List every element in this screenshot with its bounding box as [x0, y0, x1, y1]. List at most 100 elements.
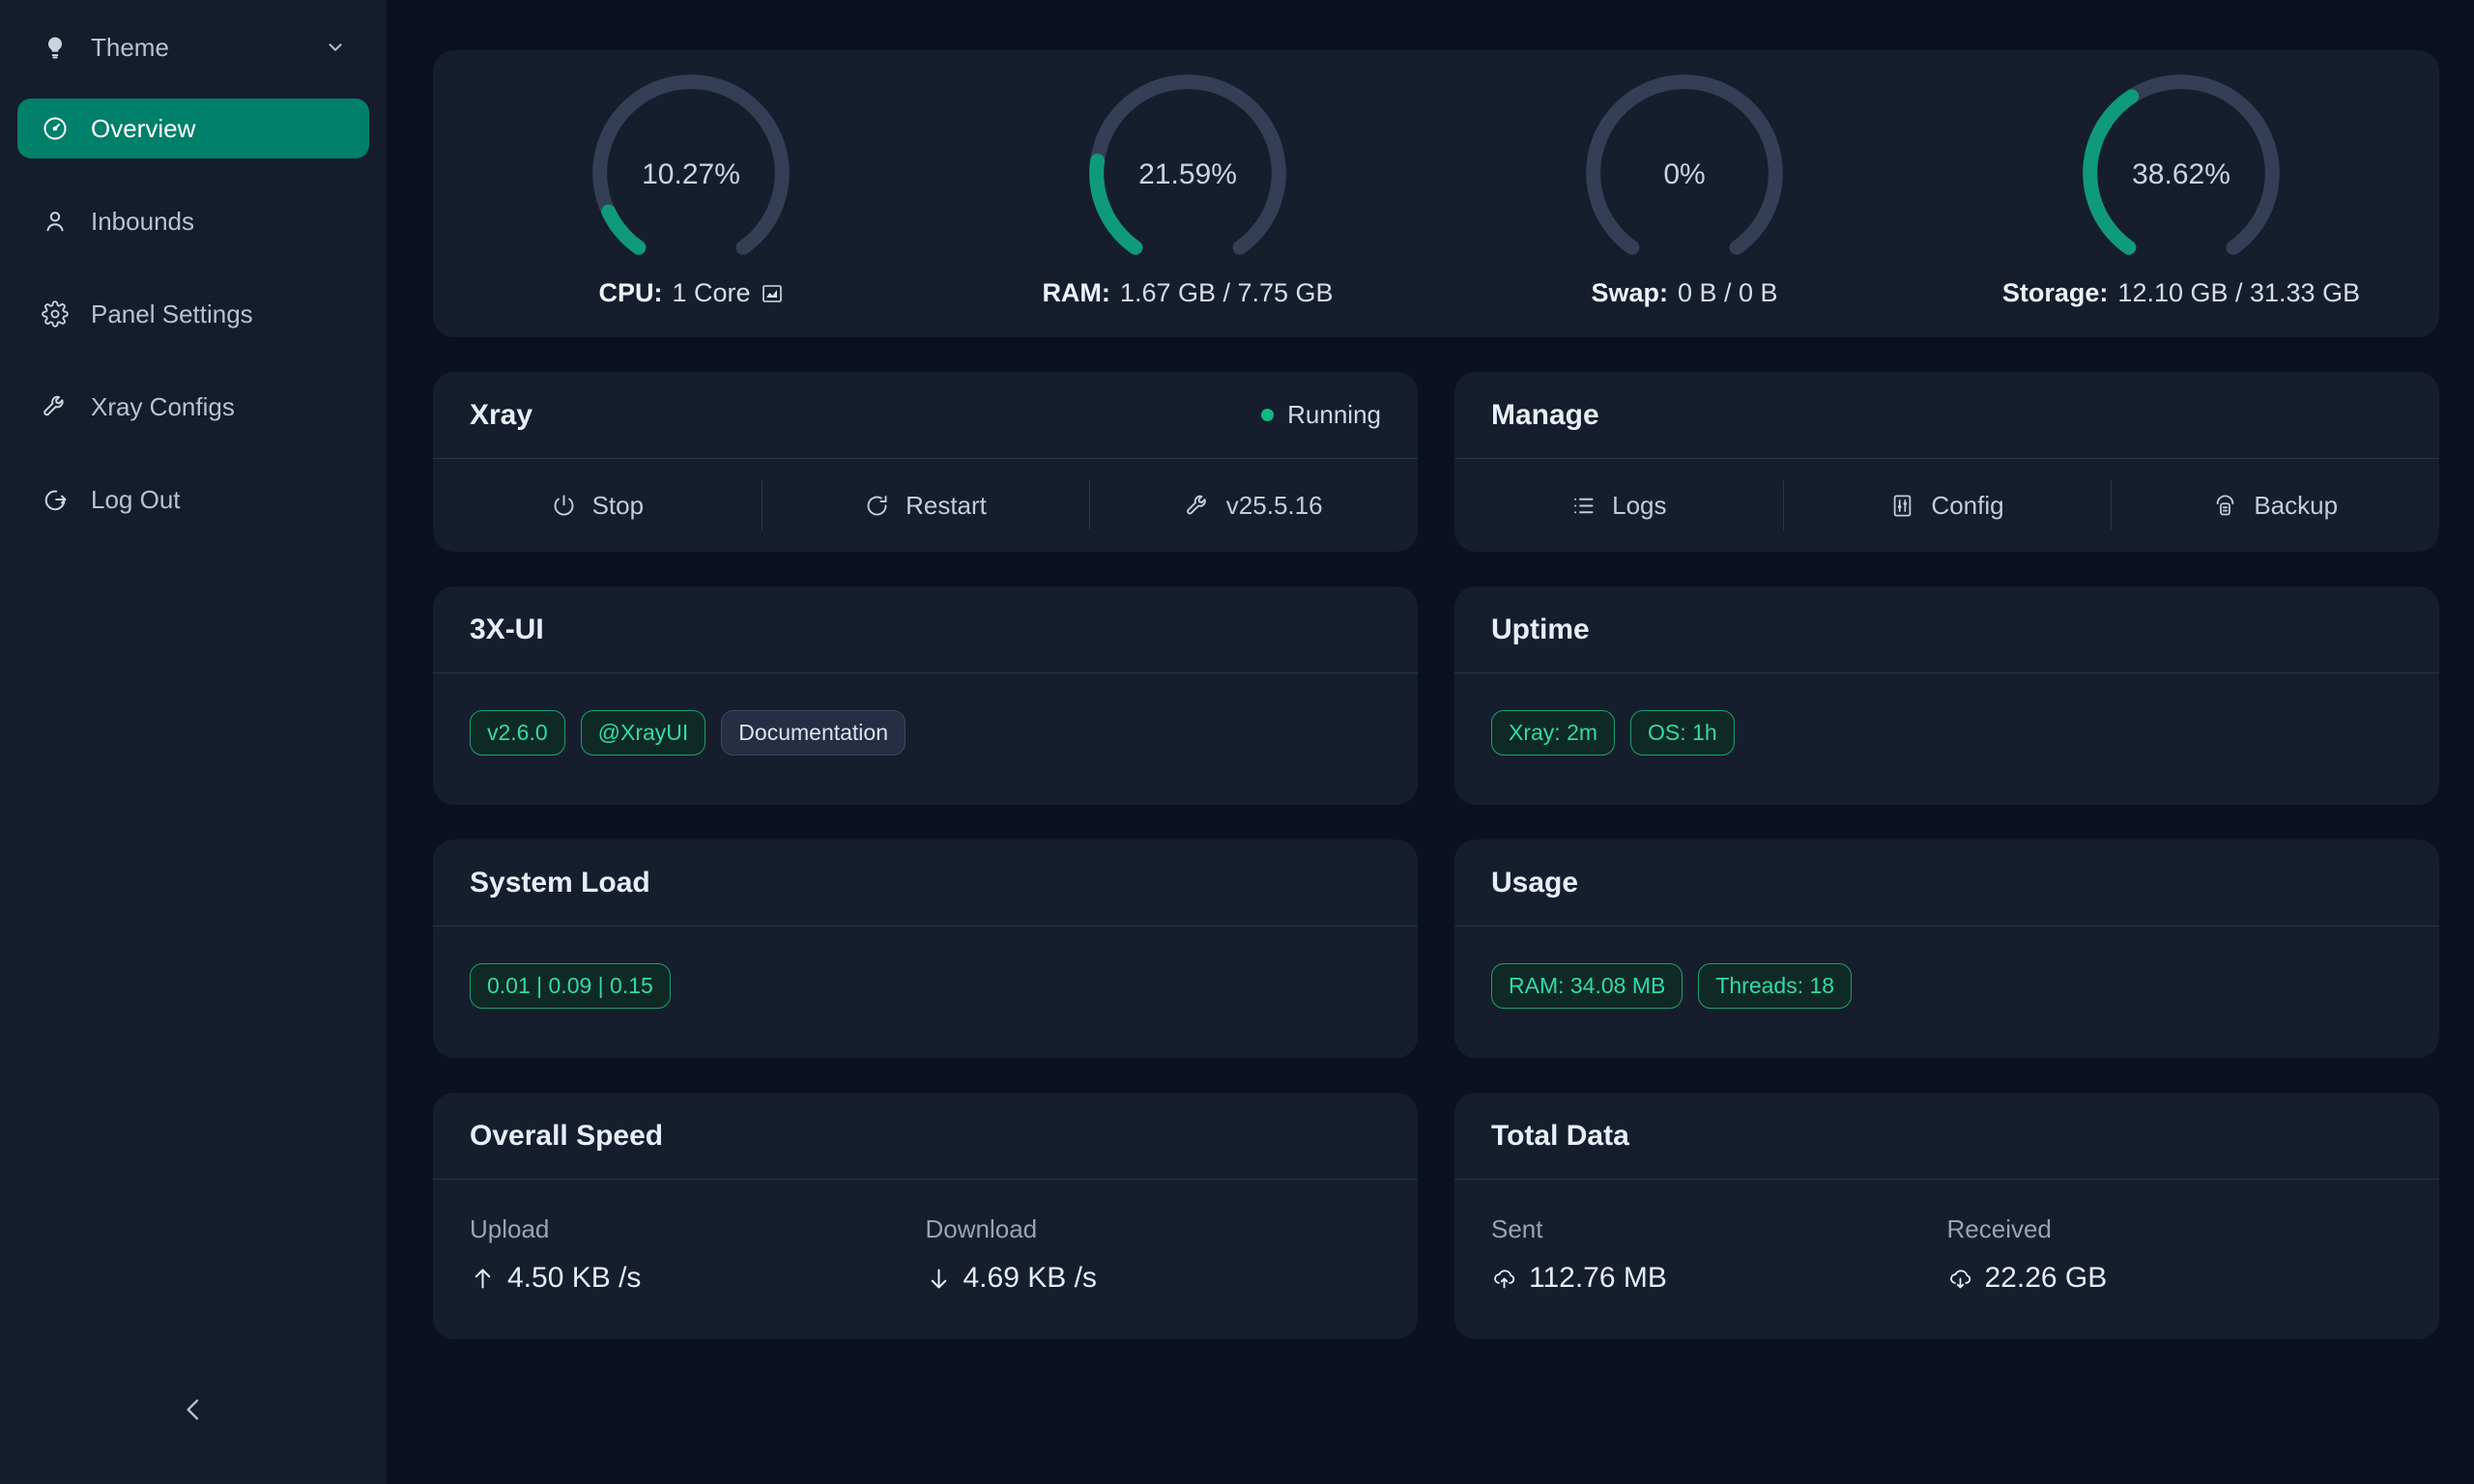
card-total-data: Total Data Sent 112.76 MB [1454, 1093, 2439, 1339]
backup-button[interactable]: Backup [2111, 459, 2439, 552]
gauge-arc-cpu [592, 74, 790, 271]
arrow-up-icon [470, 1266, 496, 1292]
load-average-badge: 0.01 | 0.09 | 0.15 [470, 962, 671, 1009]
sidebar-item-overview[interactable]: Overview [17, 99, 369, 158]
sidebar-item-log-out[interactable]: Log Out [17, 470, 369, 529]
restart-button[interactable]: Restart [761, 459, 1090, 552]
stat-value: 4.50 KB /s [470, 1262, 926, 1295]
gauge-arc-swap [1586, 74, 1783, 271]
gauge-caption-key: RAM: [1042, 278, 1110, 307]
sidebar-item-label: Panel Settings [91, 299, 253, 328]
action-label: Config [1931, 490, 2004, 520]
gauge-value-swap: 0% [1663, 158, 1706, 190]
sidebar: Theme Overview [0, 0, 387, 1484]
list-icon [1570, 493, 1597, 519]
logs-button[interactable]: Logs [1454, 459, 1783, 552]
system-gauges-panel: 10.27% CPU: 1 Core [433, 50, 2439, 337]
sidebar-item-panel-settings[interactable]: Panel Settings [17, 284, 369, 344]
gauge-caption-storage: Storage: 12.10 GB / 31.33 GB [2002, 278, 2360, 308]
page-title: Xray [470, 398, 533, 431]
restart-icon [864, 493, 890, 519]
gauge-ring-cpu: 10.27% [580, 68, 802, 271]
logout-icon [41, 485, 70, 514]
sidebar-item-inbounds[interactable]: Inbounds [17, 191, 369, 251]
stat-label: Received [1946, 1214, 2052, 1243]
sidebar-item-theme[interactable]: Theme [17, 17, 369, 77]
card-manage-actions: Logs Config [1454, 459, 2439, 552]
status-dot-icon [1261, 409, 1275, 421]
card-usage-badges: RAM: 34.08 MB Threads: 18 [1454, 927, 2439, 1058]
card-title: Uptime [1491, 613, 1590, 645]
card-title: System Load [470, 866, 650, 899]
card-uptime-header: Uptime [1454, 586, 2439, 673]
version-badge[interactable]: v2.6.0 [470, 709, 565, 756]
os-uptime-badge: OS: 1h [1630, 709, 1735, 756]
stat-label: Upload [470, 1214, 550, 1243]
cpu-chart-icon[interactable] [761, 282, 784, 305]
chevron-left-icon [178, 1394, 209, 1430]
sidebar-item-label: Overview [91, 113, 196, 143]
sent-value: 112.76 MB [1529, 1262, 1667, 1294]
documentation-badge[interactable]: Documentation [721, 709, 906, 756]
card-title: Overall Speed [470, 1119, 664, 1152]
card-usage-header: Usage [1454, 840, 2439, 927]
card-3x-ui: 3X-UI v2.6.0 @XrayUI Documentation [433, 586, 1418, 805]
upload-speed-value: 4.50 KB /s [507, 1262, 642, 1294]
cloud-up-icon [1491, 1266, 1517, 1292]
gauge-caption-swap: Swap: 0 B / 0 B [1591, 278, 1777, 308]
wrench-icon [1185, 493, 1211, 519]
card-total-data-stats: Sent 112.76 MB Received [1454, 1180, 2439, 1339]
stat-value: 4.69 KB /s [926, 1262, 1382, 1295]
sidebar-collapse-button[interactable] [0, 1394, 387, 1430]
main-content: 10.27% CPU: 1 Core [387, 0, 2474, 1484]
action-label: Restart [906, 490, 987, 520]
download-speed-value: 4.69 KB /s [963, 1262, 1097, 1294]
gauge-value-cpu: 10.27% [642, 158, 740, 190]
stat-label: Download [925, 1214, 1038, 1243]
sliders-icon [1889, 493, 1915, 519]
card-uptime-badges: Xray: 2m OS: 1h [1454, 673, 2439, 805]
sidebar-item-label: Log Out [91, 484, 181, 514]
gauge-caption-cpu: CPU: 1 Core [598, 278, 783, 308]
card-total-data-header: Total Data [1454, 1093, 2439, 1180]
config-button[interactable]: Config [1782, 459, 2112, 552]
card-title: 3X-UI [470, 613, 544, 645]
chevron-down-icon[interactable] [325, 37, 346, 58]
gauge-caption-value: 0 B / 0 B [1677, 278, 1778, 307]
gauge-ring-swap: 0% [1573, 68, 1796, 271]
user-icon [41, 207, 70, 236]
card-system-load-header: System Load [433, 840, 1418, 927]
stop-button[interactable]: Stop [433, 459, 762, 552]
upload-stat: Upload 4.50 KB /s [470, 1214, 926, 1295]
received-value: 22.26 GB [1984, 1262, 2108, 1294]
card-manage-header: Manage [1454, 372, 2439, 459]
gauge-ram: 21.59% RAM: 1.67 GB / 7.75 GB [939, 68, 1436, 308]
gear-icon [41, 300, 70, 328]
action-label: Logs [1612, 490, 1667, 520]
power-icon [551, 493, 577, 519]
stat-value: 22.26 GB [1947, 1262, 2403, 1295]
gauge-caption-value: 1.67 GB / 7.75 GB [1119, 278, 1334, 307]
sidebar-item-xray-configs[interactable]: Xray Configs [17, 377, 369, 437]
stat-label: Sent [1491, 1214, 1543, 1243]
gauge-ring-storage: 38.62% [2070, 68, 2292, 271]
card-manage: Manage Logs [1454, 372, 2439, 552]
card-overall-speed: Overall Speed Upload 4.50 KB /s [433, 1093, 1418, 1339]
card-xray-actions: Stop Restart [433, 459, 1418, 552]
backup-icon [2212, 493, 2238, 519]
gauge-caption-value: 1 Core [672, 278, 751, 307]
xray-version-button[interactable]: v25.5.16 [1089, 459, 1418, 552]
card-uptime: Uptime Xray: 2m OS: 1h [1454, 586, 2439, 805]
card-system-load-badges: 0.01 | 0.09 | 0.15 [433, 927, 1418, 1058]
card-title: Usage [1491, 866, 1579, 899]
gauge-ring-ram: 21.59% [1077, 68, 1299, 271]
usage-ram-badge: RAM: 34.08 MB [1491, 962, 1683, 1009]
xray-uptime-badge: Xray: 2m [1491, 709, 1616, 756]
action-label: Backup [2254, 490, 2339, 520]
status-label: Running [1287, 400, 1381, 429]
gauge-storage: 38.62% Storage: 12.10 GB / 31.33 GB [1933, 68, 2430, 308]
sent-stat: Sent 112.76 MB [1491, 1214, 1947, 1295]
usage-threads-badge: Threads: 18 [1698, 962, 1853, 1009]
telegram-badge[interactable]: @XrayUI [580, 709, 706, 756]
